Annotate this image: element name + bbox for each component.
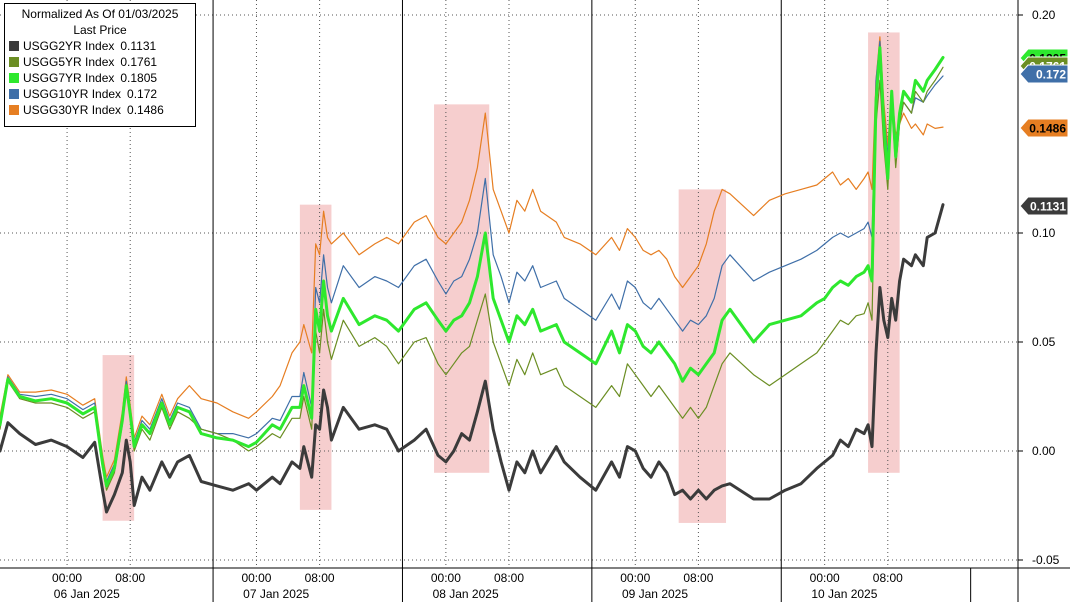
x-tick-label: 08:00 — [115, 571, 145, 585]
x-tick-label: 08:00 — [873, 571, 903, 585]
legend-swatch — [9, 105, 19, 115]
y-tick-label: 0.00 — [1032, 444, 1056, 458]
x-tick-label: 08:00 — [305, 571, 335, 585]
legend-entry: USGG7YR Index 0.1805 — [9, 70, 191, 86]
legend-series-value: 0.1805 — [120, 71, 158, 85]
series-lines — [0, 36, 945, 514]
x-tick-label: 00:00 — [241, 571, 271, 585]
y-tick-label: 0.10 — [1032, 226, 1056, 240]
y-tick-label: 0.05 — [1032, 335, 1056, 349]
legend-swatch — [9, 73, 19, 83]
legend-entry: USGG2YR Index 0.1131 — [9, 38, 191, 54]
last-price-label: 0.1131 — [1030, 200, 1066, 214]
series-line — [0, 36, 944, 478]
legend-series-value: 0.1131 — [120, 39, 157, 53]
highlight-band — [678, 189, 727, 523]
x-day-label: 10 Jan 2025 — [811, 587, 877, 601]
last-price-badge — [1019, 196, 1069, 216]
x-day-label: 07 Jan 2025 — [243, 587, 309, 601]
legend-title: Normalized As Of 01/03/2025 — [21, 7, 179, 21]
legend-swatch — [9, 57, 19, 67]
x-tick-label: 00:00 — [810, 571, 840, 585]
legend-entry: USGG10YR Index 0.172 — [9, 86, 191, 102]
legend-series-name: USGG5YR Index — [23, 55, 115, 69]
legend-series-value: 0.1761 — [120, 55, 158, 69]
legend-series-name: USGG2YR Index — [23, 39, 115, 53]
y-tick-label: 0.20 — [1032, 8, 1056, 22]
x-tick-label: 08:00 — [494, 571, 524, 585]
legend-series-value: 0.1486 — [127, 103, 164, 117]
x-tick-label: 08:00 — [683, 571, 713, 585]
last-price-badge — [1019, 118, 1069, 138]
legend-series-name: USGG7YR Index — [23, 71, 115, 85]
last-price-badge — [1019, 64, 1069, 84]
x-day-label: 08 Jan 2025 — [433, 587, 499, 601]
legend-entry: USGG5YR Index 0.1761 — [9, 54, 191, 70]
legend-series-value: 0.172 — [127, 87, 158, 101]
last-price-label: 0.172 — [1036, 68, 1066, 82]
x-day-label: 09 Jan 2025 — [622, 587, 688, 601]
x-day-label: 06 Jan 2025 — [54, 587, 120, 601]
legend-entry: USGG30YR Index 0.1486 — [9, 102, 191, 118]
series-line — [0, 203, 945, 514]
x-tick-label: 00:00 — [52, 571, 82, 585]
legend-swatch — [9, 89, 19, 99]
legend-swatch — [9, 41, 19, 51]
y-tick-label: -0.05 — [1032, 553, 1060, 567]
x-tick-label: 00:00 — [620, 571, 650, 585]
legend-series-name: USGG30YR Index — [23, 103, 122, 117]
last-price-label: 0.1486 — [1029, 122, 1066, 136]
legend-subtitle: Last Price — [73, 23, 127, 37]
legend-series-name: USGG10YR Index — [23, 87, 122, 101]
x-tick-label: 00:00 — [431, 571, 461, 585]
series-line — [0, 46, 945, 488]
legend: Normalized As Of 01/03/2025 Last Price U… — [4, 3, 196, 127]
